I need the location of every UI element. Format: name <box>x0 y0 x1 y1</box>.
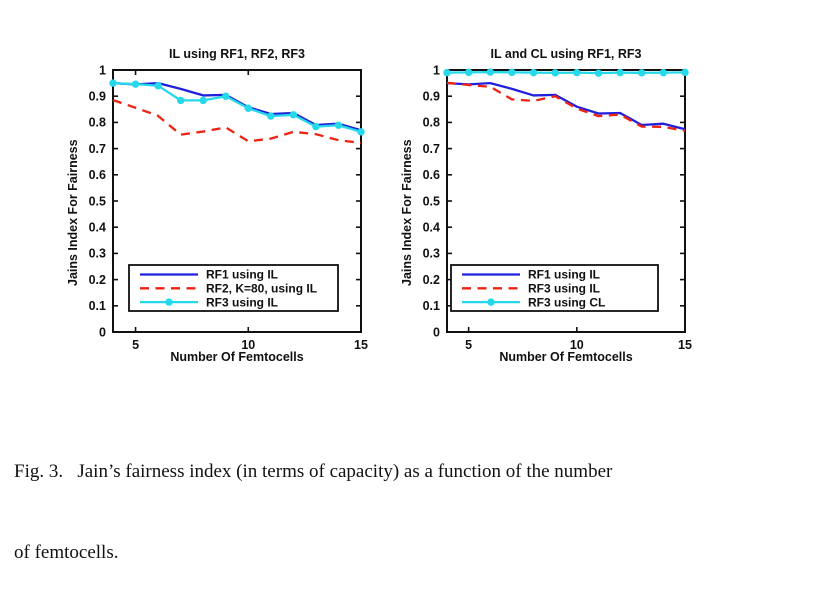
legend-entry: RF2, K=80, using IL <box>140 282 317 296</box>
data-point-marker <box>312 122 320 131</box>
right-chart-x-axis-label: Number Of Femtocells <box>499 350 633 364</box>
y-tick-label: 0.2 <box>89 273 106 287</box>
series-rf1-using-il <box>112 81 362 132</box>
data-point-marker <box>289 111 298 119</box>
legend-entry: RF1 using IL <box>462 268 600 282</box>
y-tick-label: 0.2 <box>423 273 440 287</box>
left-chart-x-axis-label: Number Of Femtocells <box>170 350 304 364</box>
legend-entry: RF3 using CL <box>462 295 605 309</box>
data-point-marker <box>154 82 162 90</box>
y-tick-label: 0.8 <box>89 116 106 130</box>
y-tick-label: 0.5 <box>423 194 440 208</box>
data-point-marker <box>176 96 185 105</box>
data-point-marker <box>529 68 538 77</box>
data-point-marker <box>681 68 689 77</box>
y-tick-label: 1 <box>99 63 106 77</box>
series-rf3-using-il <box>446 81 686 132</box>
y-tick-label: 0.7 <box>423 142 440 156</box>
data-point-marker <box>551 69 559 77</box>
y-tick-label: 0.5 <box>89 194 106 208</box>
x-tick-label: 10 <box>241 338 255 352</box>
data-point-marker <box>594 69 603 77</box>
y-tick-label: 0 <box>99 325 106 339</box>
figure-3: IL using RF1, RF2, RF3 IL and CL using R… <box>66 47 692 364</box>
data-point-marker <box>334 121 343 129</box>
data-point-marker <box>244 104 252 112</box>
legend-label: RF2, K=80, using IL <box>206 282 317 296</box>
data-point-marker <box>659 68 668 77</box>
legend-label: RF1 using IL <box>528 268 600 282</box>
legend-entry: RF3 using IL <box>140 295 278 309</box>
y-tick-label: 0.9 <box>423 90 440 104</box>
y-tick-label: 0.4 <box>423 221 440 235</box>
x-tick-label: 5 <box>132 338 139 352</box>
data-point-marker <box>573 68 581 77</box>
legend-label: RF3 using IL <box>206 295 278 309</box>
data-point-marker <box>222 92 230 100</box>
legend-label: RF3 using CL <box>528 295 605 309</box>
y-tick-label: 1 <box>433 63 440 77</box>
y-tick-label: 0.1 <box>423 299 440 313</box>
series-rf1-using-il <box>446 81 686 131</box>
x-tick-label: 15 <box>354 338 368 352</box>
data-point-marker <box>616 68 624 77</box>
tick-marks: 00.10.20.30.40.50.60.70.80.915 10 15 <box>89 63 368 352</box>
y-tick-label: 0.8 <box>423 116 440 130</box>
data-point-marker <box>443 68 451 77</box>
y-tick-label: 0.4 <box>89 221 106 235</box>
legend-marker <box>165 298 173 306</box>
y-tick-label: 0.6 <box>423 168 440 182</box>
data-point-marker <box>357 128 365 136</box>
y-tick-label: 0.3 <box>89 247 106 261</box>
data-point-marker <box>267 112 275 120</box>
tick-marks: 00.10.20.30.40.50.60.70.80.915 10 15 <box>423 63 692 352</box>
series-rf2-k-80-using-il <box>112 99 362 144</box>
y-tick-label: 0.9 <box>89 90 106 104</box>
data-point-marker <box>638 69 646 77</box>
y-tick-label: 0.7 <box>89 142 106 156</box>
x-tick-label: 5 <box>465 338 472 352</box>
legend-label: RF1 using IL <box>206 268 278 282</box>
legend-marker <box>487 298 495 306</box>
y-tick-label: 0 <box>433 325 440 339</box>
legend-entry: RF3 using IL <box>462 282 600 296</box>
data-point-marker <box>508 68 516 77</box>
left-chart-title: IL using RF1, RF2, RF3 <box>169 47 305 61</box>
x-tick-label: 15 <box>678 338 692 352</box>
series-rf3-using-cl <box>443 68 689 77</box>
figure-caption-line-1: Fig. 3. Jain’s fairness index (in terms … <box>14 461 613 482</box>
data-point-marker <box>464 68 473 77</box>
x-tick-label: 10 <box>570 338 584 352</box>
data-point-marker <box>199 96 207 105</box>
right-chart-title: IL and CL using RF1, RF3 <box>490 47 642 61</box>
data-point-marker <box>131 80 140 88</box>
figure-caption: Fig. 3. Jain’s fairness index (in terms … <box>14 404 612 593</box>
y-tick-label: 0.1 <box>89 299 106 313</box>
series-rf3-using-il <box>109 79 365 136</box>
y-tick-label: 0.6 <box>89 168 106 182</box>
legend-label: RF3 using IL <box>528 282 600 296</box>
data-point-marker <box>109 79 117 87</box>
data-point-marker <box>486 68 494 76</box>
y-tick-label: 0.3 <box>423 247 440 261</box>
figure-caption-line-2: of femtocells. <box>14 542 119 563</box>
legend-entry: RF1 using IL <box>140 268 278 282</box>
